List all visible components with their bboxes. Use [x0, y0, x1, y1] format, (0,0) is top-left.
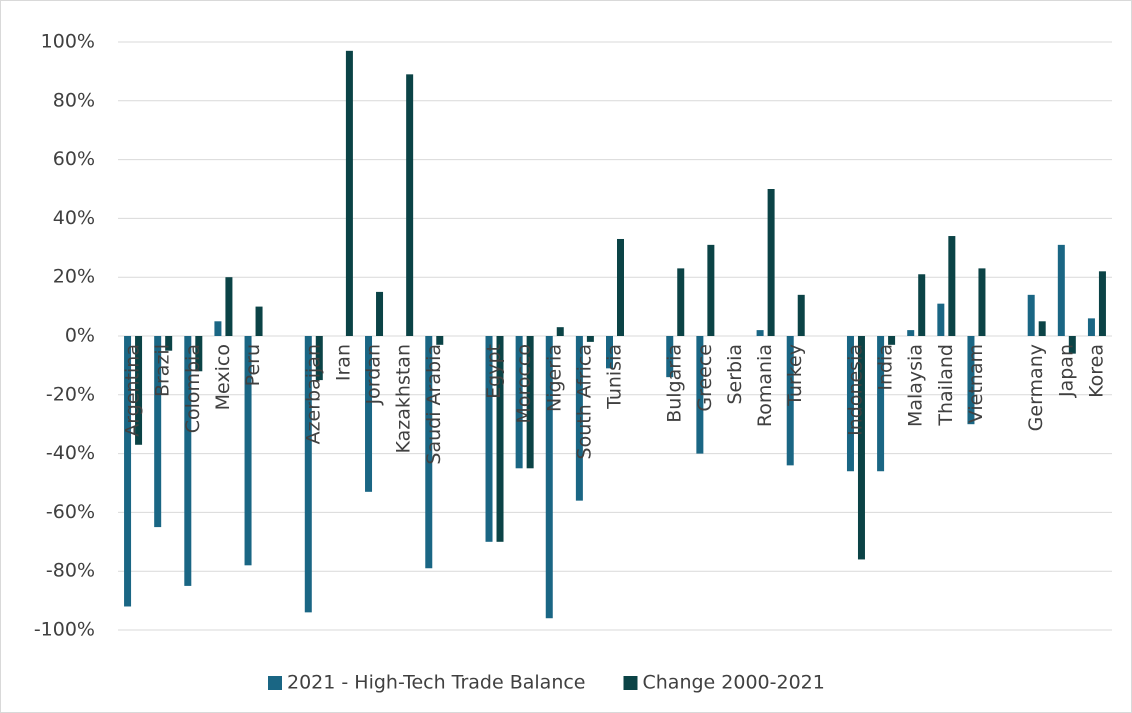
bar [786, 336, 794, 466]
bar [797, 294, 805, 336]
bar [767, 189, 775, 336]
legend-label: Change 2000-2021 [643, 672, 825, 694]
bar [1038, 321, 1046, 336]
bar [184, 336, 192, 586]
x-tick-label: Argentina [122, 344, 144, 437]
x-tick-label: Colombia [182, 344, 204, 433]
bar [1068, 336, 1076, 354]
x-tick-label: Turkey [784, 344, 806, 407]
bar [406, 74, 414, 336]
bar [255, 306, 263, 336]
legend-swatch [623, 676, 638, 690]
bar [135, 336, 143, 445]
x-tick-label: Peru [242, 344, 264, 386]
bar [586, 336, 594, 342]
bar [707, 244, 715, 336]
bar [978, 268, 986, 336]
y-tick-label: 100% [41, 31, 95, 53]
x-tick-label: Brazil [152, 344, 174, 397]
x-tick-label: Iran [332, 344, 354, 381]
x-tick-label: Nigeria [543, 344, 565, 412]
bar [244, 336, 252, 566]
bar [617, 238, 624, 336]
x-tick-label: Thailand [935, 344, 957, 427]
y-tick-label: 0% [65, 325, 95, 347]
bar [376, 291, 384, 336]
bar [345, 50, 353, 336]
bar [195, 336, 203, 372]
x-tick-label: Morocco [513, 344, 535, 424]
bar [436, 336, 444, 345]
bar [214, 321, 222, 336]
x-tick-label: Vietnam [965, 344, 987, 423]
bar [315, 336, 323, 381]
bar [485, 336, 493, 542]
bar [1027, 294, 1035, 336]
bar [1087, 318, 1095, 336]
y-tick-label: -60% [46, 501, 95, 523]
bar [666, 336, 674, 378]
bar [846, 336, 854, 472]
x-tick-label: Bulgaria [664, 344, 686, 423]
x-tick-label: Jordan [363, 344, 385, 405]
bar [918, 274, 926, 336]
bar [888, 336, 896, 345]
bar [857, 336, 865, 560]
x-tick-label: South Africa [573, 344, 595, 459]
bar [365, 336, 373, 492]
y-tick-label: 80% [53, 89, 95, 111]
bar [877, 336, 885, 472]
x-tick-label: Romania [754, 344, 776, 427]
bar [967, 336, 975, 425]
x-tick-label: Kazakhstan [393, 344, 415, 453]
bar [154, 336, 162, 528]
x-tick-label: Azerbaijan [302, 344, 324, 444]
y-tick-label: 40% [53, 207, 95, 229]
bar [696, 336, 704, 454]
bar [677, 268, 685, 336]
legend-label: 2021 - High-Tech Trade Balance [287, 672, 586, 694]
bar [545, 336, 553, 619]
bar [496, 336, 504, 542]
legend-swatch [268, 676, 282, 690]
bar [556, 327, 564, 336]
y-tick-label: -80% [46, 560, 95, 582]
x-tick-label: Greece [694, 344, 716, 412]
x-tick-label: Egypt [483, 344, 505, 399]
bar [907, 330, 915, 336]
bar [606, 336, 613, 369]
x-tick-label: Mexico [212, 344, 234, 410]
y-tick-label: -20% [46, 383, 95, 405]
bar [225, 277, 233, 336]
x-tick-label: Serbia [724, 344, 746, 405]
x-tick-label: Germany [1025, 344, 1047, 431]
bar [526, 336, 534, 469]
y-tick-label: 20% [53, 266, 95, 288]
bar [756, 330, 764, 336]
bar [124, 336, 132, 607]
x-tick-label: Tunisia [604, 344, 626, 410]
x-tick-label: Malaysia [905, 344, 927, 427]
bar [1098, 271, 1106, 336]
bar [165, 336, 173, 351]
bar [575, 336, 583, 501]
y-tick-label: -100% [34, 619, 95, 641]
bar [515, 336, 523, 469]
x-tick-label: Indonesia [844, 344, 866, 436]
x-tick-label: India [875, 344, 897, 391]
bar [937, 303, 945, 336]
bar [948, 236, 956, 336]
bar [304, 336, 312, 613]
x-tick-label: Japan [1055, 344, 1077, 398]
bar [425, 336, 433, 569]
bar [1057, 244, 1065, 336]
y-tick-label: -40% [46, 442, 95, 464]
x-tick-label: Saudi Arabia [423, 344, 445, 465]
y-tick-label: 60% [53, 148, 95, 170]
x-tick-label: Korea [1085, 344, 1107, 398]
